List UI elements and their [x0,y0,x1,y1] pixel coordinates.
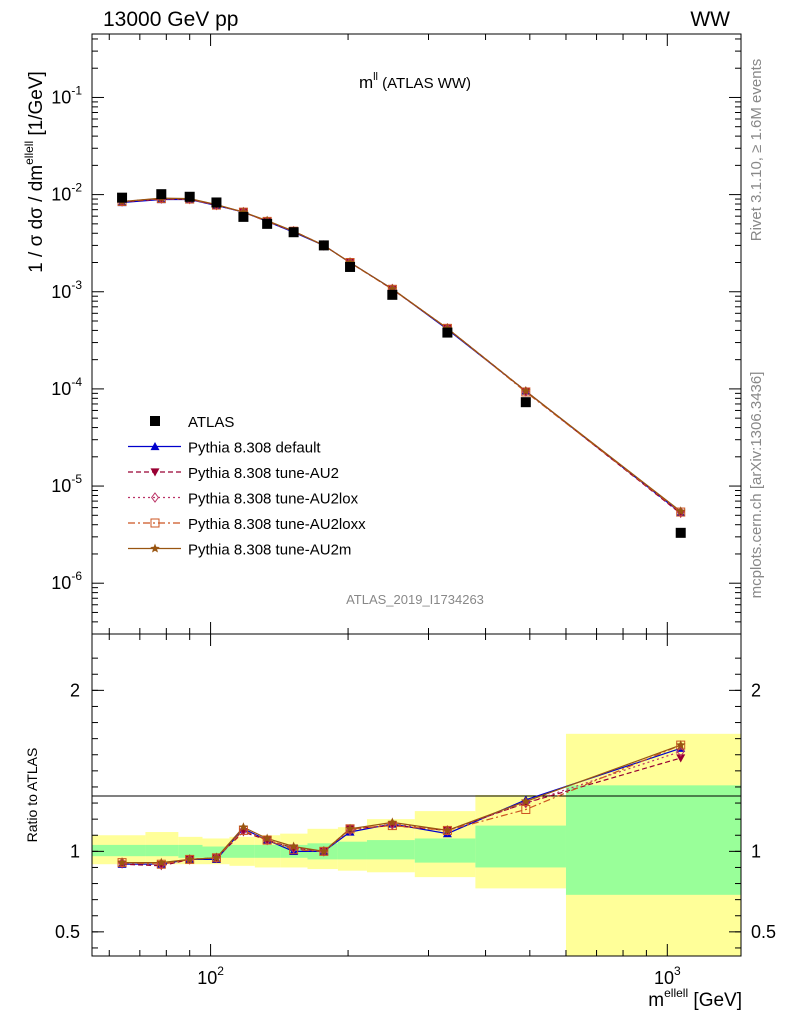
x-tick-label: 103 [654,964,681,988]
x-tick-label: 102 [197,964,224,988]
rivet-label: Rivet 3.1.10, ≥ 1.6M events [748,59,765,242]
inner-band-bin [229,844,255,858]
ratio-series-point [319,846,329,856]
watermark: ATLAS_2019_I1734263 [346,592,484,607]
legend-marker [151,492,159,503]
ratio-series-point [184,854,195,864]
inner-band-bin [145,844,179,857]
x-axis-label-unit: [GeV] [688,990,742,1011]
atlas-point [387,289,398,300]
atlas-point [238,211,249,222]
series-point [675,506,686,516]
inner-band-bin [178,844,203,858]
ratio-series-point [676,754,686,763]
legend-marker [150,543,160,553]
legend-label: Pythia 8.308 default [188,440,321,457]
legend-label: Pythia 8.308 tune-AU2m [188,542,351,559]
ratio-series-point [442,825,453,835]
y-tick-label: 10-1 [51,83,82,107]
legend-marker [150,442,160,451]
atlas-point [156,189,167,200]
uncertainty-bands [92,733,741,956]
series-point [387,283,398,293]
series-point [521,386,531,396]
legend-marker-atlas [150,416,160,426]
top-y-axis-label: 1 / σ dσ / dmellell [1/GeV] [22,71,47,273]
atlas-point [520,397,531,408]
y-tick-label: 10-6 [51,569,82,593]
inner-band-bin [565,785,741,895]
inner-band-bin [92,844,146,857]
ratio-series-point [262,833,272,843]
ratio-y-axis-label: Ratio to ATLAS [24,748,40,843]
inner-band-bin [337,841,367,860]
top-title-main: m [359,73,373,92]
ratio-plot: 0.5 0.5 1 1 2 2 102 103 [55,633,776,988]
legend-label: Pythia 8.308 tune-AU2 [188,465,339,482]
x-axis-label-main: m [648,990,664,1011]
ratio-series-point [156,857,167,867]
ratio-series-point [211,852,222,862]
atlas-point [318,240,329,251]
ratio-series-point [387,817,398,827]
ratio-y-tick-label-left: 1 [70,841,80,861]
inner-band-bin [366,840,415,860]
y-tick-label: 10-2 [51,181,82,205]
x-axis-label-sup: ellell [664,986,688,1000]
top-y-axis-label-sup: ellell [22,141,36,165]
top-title-suffix: (ATLAS WW) [378,75,471,92]
inner-band-bin [254,844,281,858]
ratio-y-tick-label-right: 0.5 [751,922,776,942]
atlas-point [675,527,686,538]
atlas-point [211,197,222,208]
y-tick-label: 10-3 [51,278,82,302]
atlas-data-points [117,189,686,538]
x-axis-label: mellell [GeV] [648,986,742,1011]
mcplots-label: mcplots.cern.ch [arXiv:1306.3436] [748,372,765,599]
energy-label: 13000 GeV pp [103,8,238,31]
ratio-series-point [675,740,686,750]
ratio-series-point [238,822,249,832]
legend-label-atlas: ATLAS [188,414,234,431]
top-y-axis-label-unit: [1/GeV] [26,71,47,141]
inner-band-bin [414,838,476,863]
atlas-point [442,327,453,338]
atlas-point [184,191,195,202]
atlas-point [345,261,356,272]
series-point [238,207,249,217]
top-y-axis-label-main: 1 / σ dσ / dm [26,165,47,273]
legend-marker [150,468,160,477]
ratio-series-point [676,746,685,757]
top-plot: 10-1 10-2 10-3 10-4 10-5 10-6 [51,33,742,635]
inner-band-bin [475,825,566,868]
atlas-point [288,227,299,238]
top-title-sup: ll [373,71,378,83]
ratio-series-point [521,804,531,814]
y-tick-label: 10-4 [51,375,82,399]
ratio-y-tick-label-right: 2 [751,680,761,700]
top-axis-ticks: 10-1 10-2 10-3 10-4 10-5 10-6 [51,34,741,635]
ratio-y-tick-label-left: 0.5 [55,922,80,942]
y-tick-label: 10-5 [51,472,82,496]
inner-band-bin [202,846,230,858]
atlas-point [117,192,128,203]
series-point [676,510,686,519]
legend-label: Pythia 8.308 tune-AU2lox [188,491,359,508]
ratio-series-point [345,823,355,833]
ratio-y-tick-label-right: 1 [751,841,761,861]
legend-label: Pythia 8.308 tune-AU2loxx [188,516,366,533]
ratio-plot-frame [91,633,742,957]
ratio-series-point [117,857,127,867]
ratio-series-point [288,841,299,851]
ratio-axis-ticks: 0.5 0.5 1 1 2 2 102 103 [55,634,776,988]
legend: ATLAS Pythia 8.308 default Pythia 8.308 tu… [128,414,366,559]
ratio-y-tick-label-left: 2 [70,680,80,700]
process-label: WW [690,8,730,31]
ratio-series-point [521,796,531,806]
legend-marker [150,518,160,528]
atlas-point [262,218,273,229]
top-title: mll (ATLAS WW) [359,71,471,92]
